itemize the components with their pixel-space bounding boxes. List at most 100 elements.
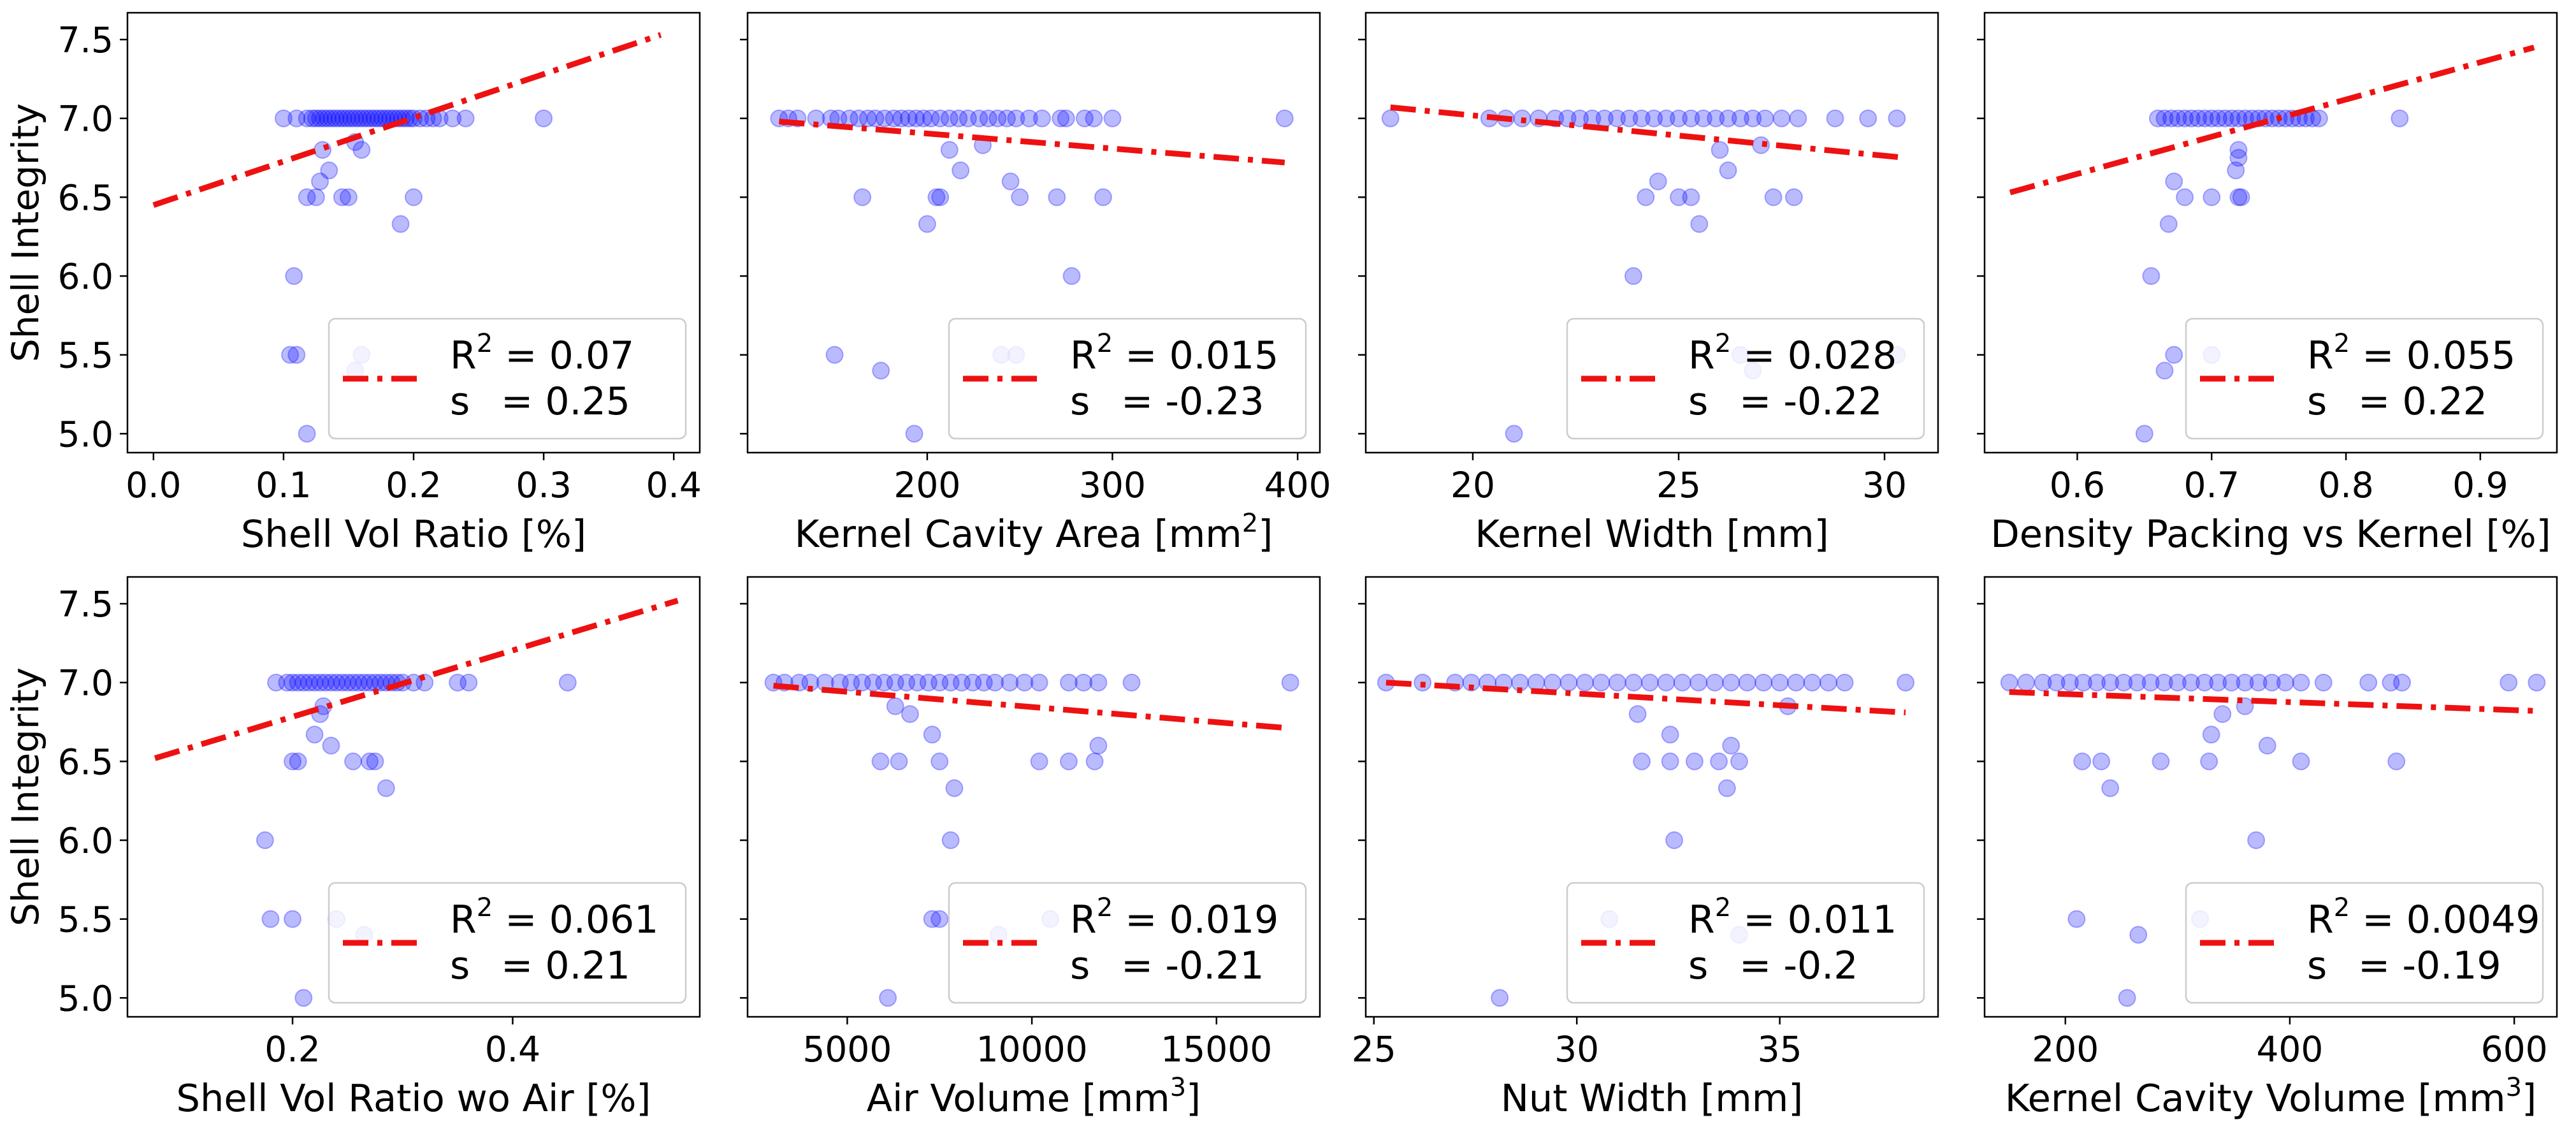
data-point [2115, 673, 2133, 692]
data-point [1060, 673, 1078, 692]
data-point [2247, 831, 2266, 850]
axes-frame [1983, 11, 2558, 454]
data-point [1094, 188, 1112, 207]
data-point [1803, 673, 1821, 692]
data-point [449, 673, 467, 692]
data-point [1608, 109, 1626, 127]
data-point [858, 109, 877, 127]
data-point [311, 673, 329, 692]
data-point [1738, 673, 1756, 692]
data-point [1731, 109, 1749, 127]
data-point [919, 673, 937, 692]
data-point [890, 752, 908, 771]
data-point [2229, 149, 2248, 167]
legend-box [2185, 882, 2544, 1004]
data-point [1682, 188, 1700, 207]
data-point [964, 673, 982, 692]
data-point [1820, 673, 1838, 692]
axes-frame [746, 11, 1321, 454]
data-point [322, 736, 340, 755]
data-point [1665, 831, 1684, 850]
x-tick-label: 0.9 [2452, 465, 2508, 506]
data-point [459, 673, 478, 692]
data-point [2229, 141, 2248, 159]
data-point [1007, 109, 1025, 127]
data-point [1033, 109, 1052, 127]
data-point [1718, 779, 1736, 798]
x-tick-label: 20 [1451, 465, 1495, 506]
data-point [1694, 109, 1712, 127]
data-point [278, 673, 296, 692]
data-point [366, 752, 384, 771]
fit-line [779, 119, 1285, 166]
data-point [2202, 725, 2220, 744]
y-tick-label: 5.0 [58, 414, 113, 455]
data-point [941, 673, 960, 692]
data-point [879, 989, 897, 1007]
data-point [1897, 673, 1915, 692]
legend-s-text: s = -0.23 [1070, 379, 1264, 424]
data-point [1669, 109, 1688, 127]
data-point [2262, 673, 2281, 692]
data-point [322, 673, 340, 692]
data-point [289, 752, 307, 771]
data-point [885, 109, 903, 127]
data-point [2182, 109, 2201, 127]
data-point [307, 109, 325, 127]
data-point [940, 109, 959, 127]
legend-s-text: s = -0.21 [1070, 943, 1264, 988]
data-point [2017, 673, 2036, 692]
data-point [339, 188, 358, 207]
data-point [1730, 752, 1748, 771]
data-point [899, 109, 918, 127]
axes-frame [746, 576, 1321, 1018]
data-point [1085, 109, 1103, 127]
data-point [2000, 673, 2018, 692]
legend-r2-text: R2 = 0.015 [1070, 329, 1278, 378]
data-point [1744, 109, 1762, 127]
legend-box [1566, 882, 1925, 1004]
x-tick-label: 10000 [976, 1029, 1088, 1070]
subplot: 0.6 0.7 0.8 0.9 Density Packing vs Kernel [%… [1977, 11, 2558, 556]
data-point [2196, 673, 2214, 692]
data-point [2067, 910, 2086, 928]
data-point [901, 705, 919, 724]
data-point [1060, 752, 1078, 771]
data-point [333, 188, 351, 207]
x-tick-label: 15000 [1161, 1029, 1272, 1070]
data-point [1711, 141, 1729, 159]
x-tick-label: 25 [1352, 1029, 1396, 1070]
data-point [349, 673, 368, 692]
data-point [330, 109, 349, 127]
data-point [2203, 188, 2221, 207]
y-tick-label: 7.0 [58, 663, 113, 704]
data-point [2088, 673, 2106, 692]
data-point [886, 697, 904, 715]
data-point [907, 109, 925, 127]
data-point [2182, 673, 2200, 692]
data-point [1669, 188, 1688, 207]
data-point [1673, 673, 1691, 692]
data-point [1505, 425, 1523, 443]
data-point [853, 673, 871, 692]
data-point [287, 346, 306, 364]
data-point [1089, 673, 1108, 692]
data-point [1052, 109, 1070, 127]
data-point [2258, 736, 2276, 755]
data-point [1075, 109, 1094, 127]
data-point [2047, 673, 2066, 692]
data-point [365, 109, 384, 127]
data-point [2060, 673, 2079, 692]
data-point [350, 109, 368, 127]
y-tick-label: 6.0 [58, 256, 113, 297]
data-point [294, 989, 313, 1007]
data-point [2165, 346, 2183, 364]
data-point [361, 109, 380, 127]
data-point [1001, 673, 1019, 692]
data-point [2203, 109, 2221, 127]
x-axis-label: Shell Vol Ratio wo Air [%] [177, 1076, 651, 1120]
data-point [1770, 673, 1789, 692]
data-point [2176, 109, 2194, 127]
